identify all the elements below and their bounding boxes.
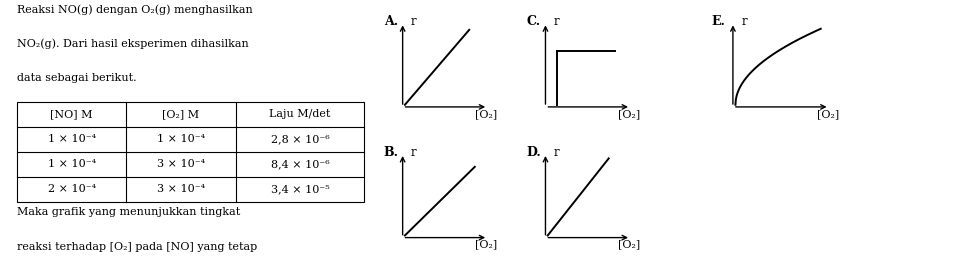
- Text: r: r: [410, 15, 416, 28]
- Text: [O₂]: [O₂]: [817, 109, 840, 119]
- Text: reaksi terhadap [O₂] pada [NO] yang tetap: reaksi terhadap [O₂] pada [NO] yang teta…: [17, 242, 257, 252]
- Text: Laju M/det: Laju M/det: [269, 109, 331, 119]
- Text: r: r: [553, 15, 559, 28]
- Text: D.: D.: [527, 146, 541, 159]
- Text: C.: C.: [527, 15, 540, 28]
- Text: Reaksi NO(g) dengan O₂(g) menghasilkan: Reaksi NO(g) dengan O₂(g) menghasilkan: [17, 4, 253, 15]
- Text: 3,4 × 10⁻⁵: 3,4 × 10⁻⁵: [271, 185, 329, 194]
- Text: E.: E.: [711, 15, 726, 28]
- Text: r: r: [553, 146, 559, 159]
- Text: [O₂]: [O₂]: [618, 109, 640, 119]
- Text: 2 × 10⁻⁴: 2 × 10⁻⁴: [47, 185, 96, 194]
- Text: 8,4 × 10⁻⁶: 8,4 × 10⁻⁶: [270, 159, 329, 169]
- Text: 1 × 10⁻⁴: 1 × 10⁻⁴: [157, 134, 206, 144]
- Text: NO₂(g). Dari hasil eksperimen dihasilkan: NO₂(g). Dari hasil eksperimen dihasilkan: [17, 38, 249, 49]
- Text: 2,8 × 10⁻⁶: 2,8 × 10⁻⁶: [270, 134, 329, 144]
- Text: 3 × 10⁻⁴: 3 × 10⁻⁴: [157, 159, 206, 169]
- Text: data sebagai berikut.: data sebagai berikut.: [17, 73, 136, 83]
- Text: 1 × 10⁻⁴: 1 × 10⁻⁴: [47, 134, 96, 144]
- Text: [O₂] M: [O₂] M: [162, 109, 200, 119]
- Text: [O₂]: [O₂]: [475, 109, 497, 119]
- Bar: [17, 102, 365, 202]
- Text: [O₂]: [O₂]: [618, 240, 640, 250]
- Text: 3 × 10⁻⁴: 3 × 10⁻⁴: [157, 185, 206, 194]
- Text: 1 × 10⁻⁴: 1 × 10⁻⁴: [47, 159, 96, 169]
- Text: r: r: [410, 146, 416, 159]
- Text: [O₂]: [O₂]: [475, 240, 497, 250]
- Text: r: r: [742, 15, 747, 28]
- Text: [NO] M: [NO] M: [50, 109, 93, 119]
- Text: Maka grafik yang menunjukkan tingkat: Maka grafik yang menunjukkan tingkat: [17, 207, 240, 217]
- Text: B.: B.: [384, 146, 399, 159]
- Text: A.: A.: [384, 15, 398, 28]
